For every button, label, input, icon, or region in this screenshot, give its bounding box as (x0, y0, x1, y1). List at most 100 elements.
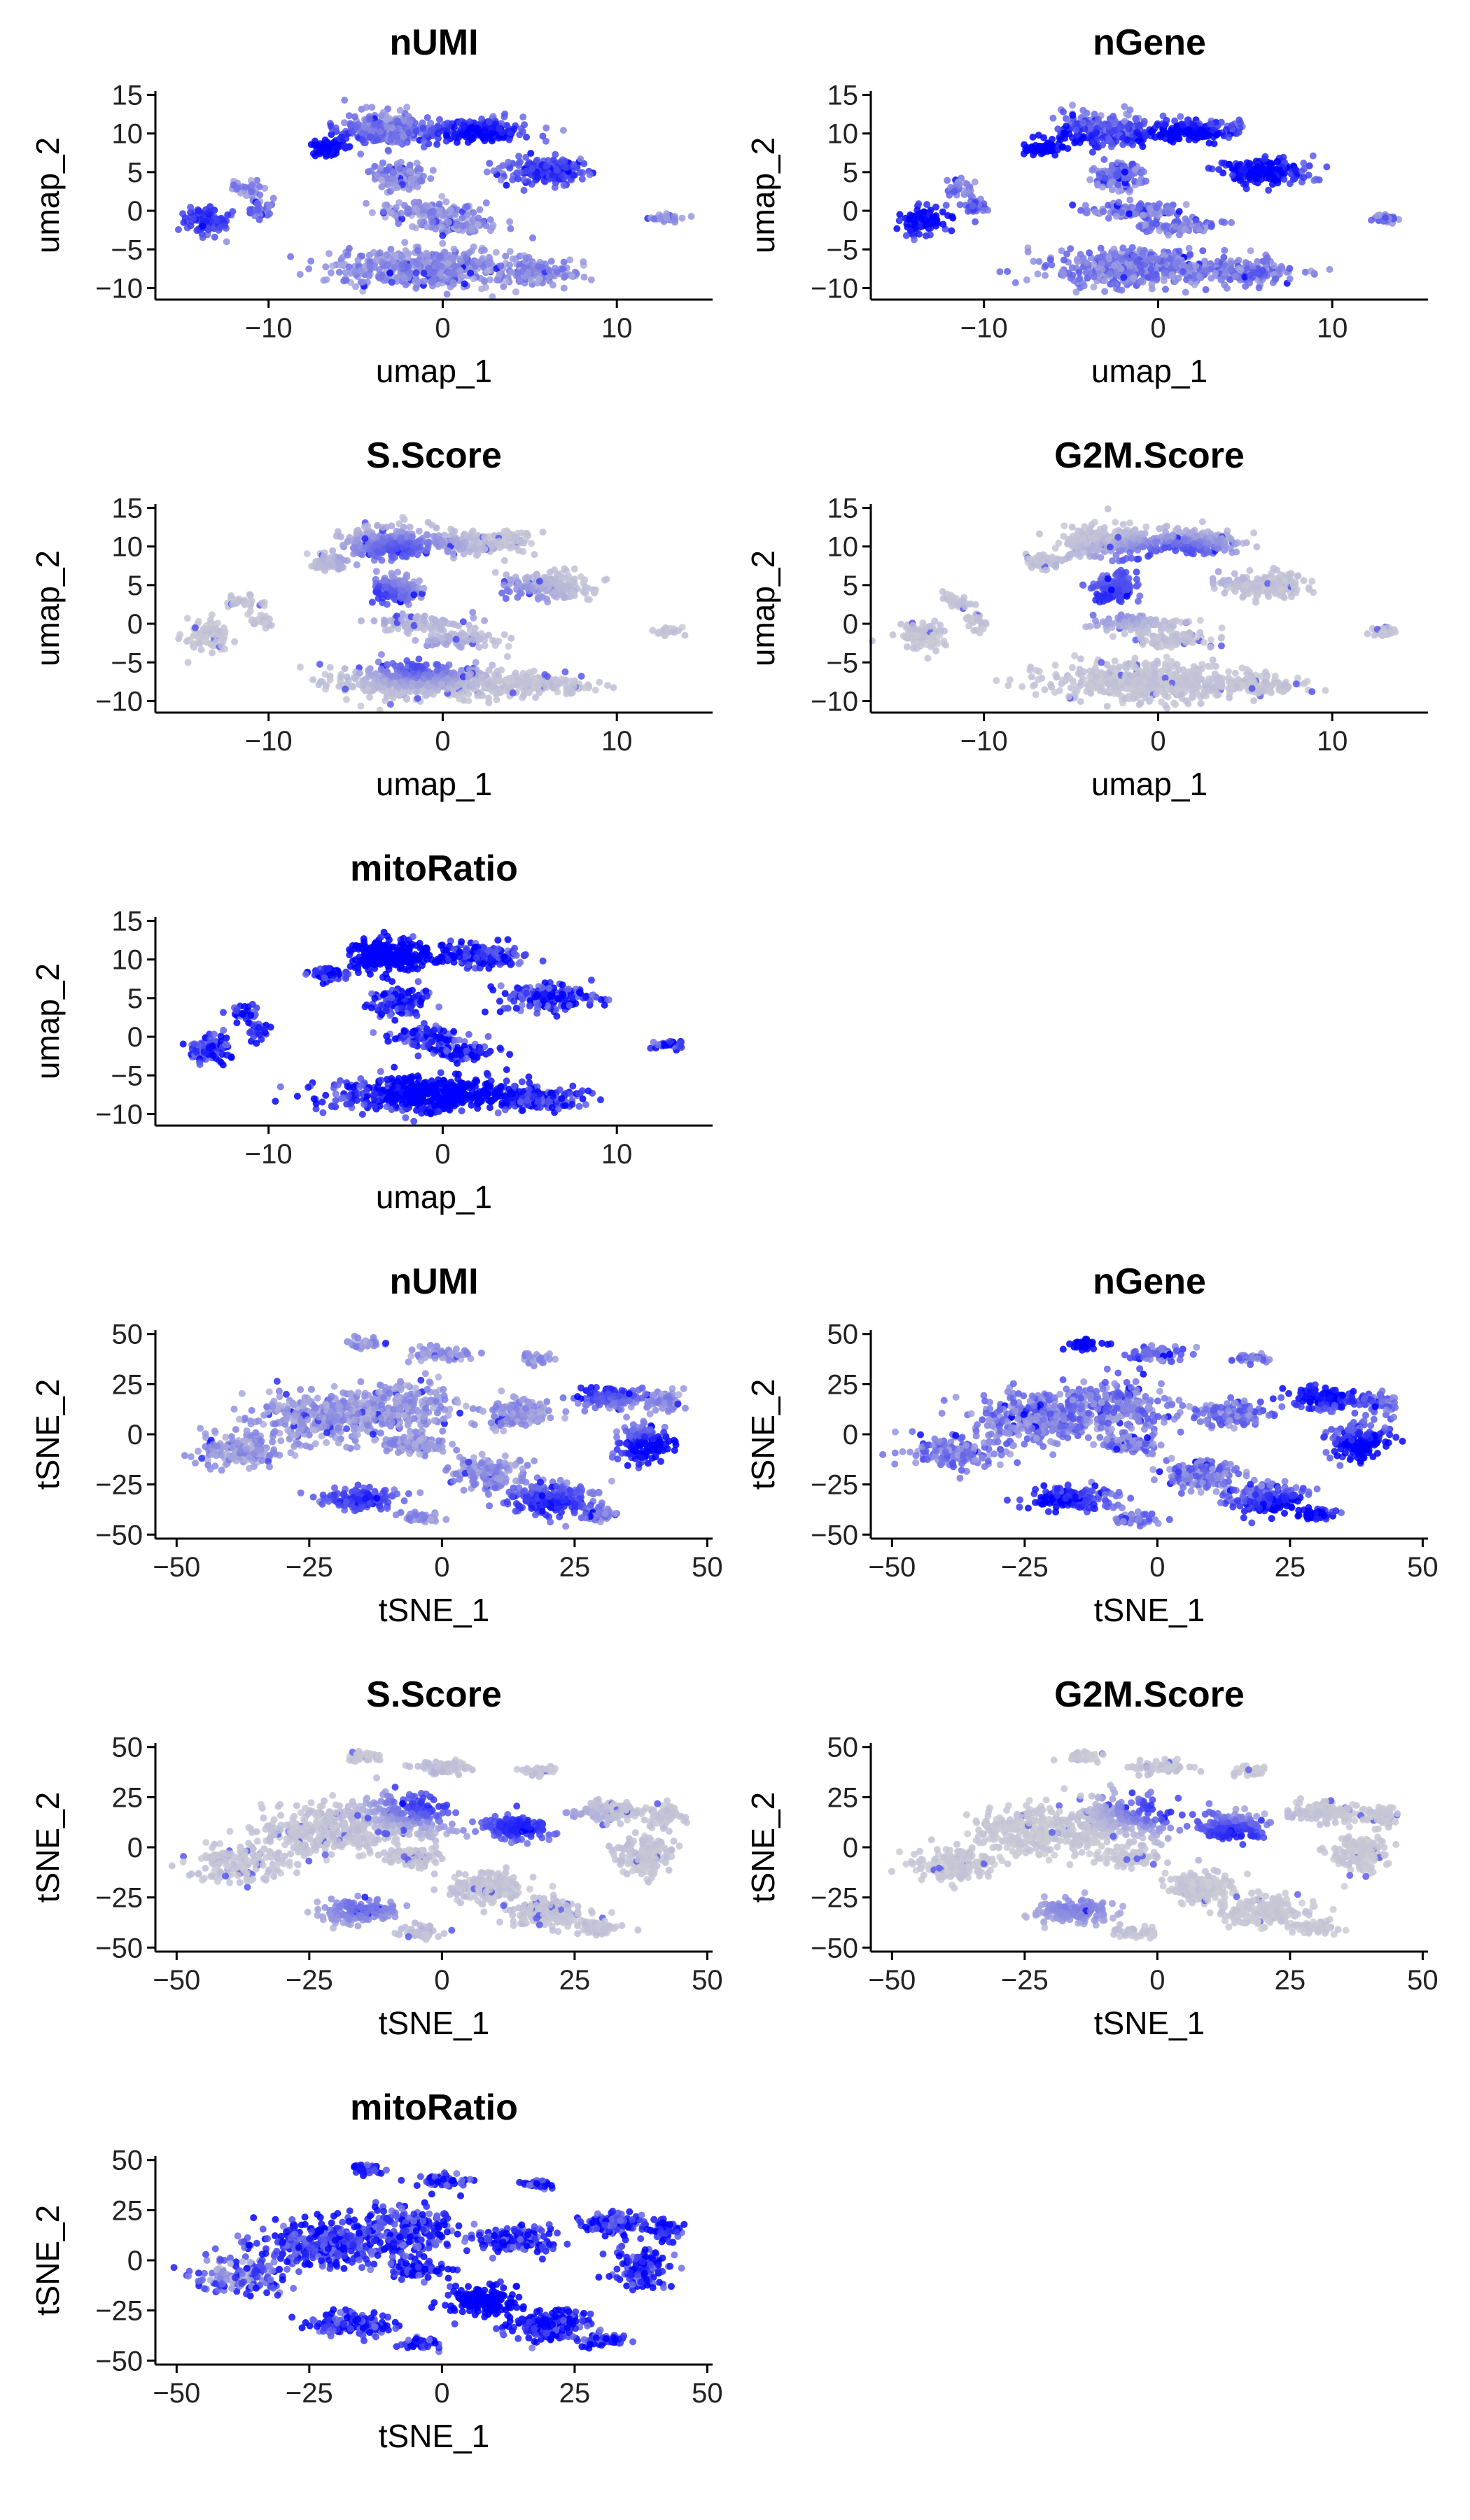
y-tick-label: 0 (843, 196, 858, 227)
cell-point (246, 592, 254, 599)
cell-point (1011, 279, 1019, 286)
cell-point (570, 161, 578, 168)
cell-point (1218, 159, 1226, 167)
cell-point (560, 284, 568, 292)
cell-point (1105, 255, 1113, 262)
cell-point (344, 538, 351, 546)
cell-point (1126, 121, 1133, 129)
cell-point (1129, 141, 1136, 148)
cell-point (1108, 178, 1116, 186)
x-tick-label: 10 (601, 313, 633, 344)
cell-point (374, 136, 382, 144)
cell-point (1115, 199, 1123, 206)
cell-point (1040, 148, 1047, 156)
cell-point (559, 127, 567, 134)
cell-point (662, 214, 670, 221)
y-axis-label: umap_2 (745, 137, 781, 253)
cell-point (368, 550, 375, 558)
cell-point (549, 172, 556, 179)
cell-point (1237, 172, 1245, 178)
cell-point (363, 200, 370, 207)
cell-point (1286, 265, 1294, 272)
cell-point (309, 676, 317, 684)
cell-point (1110, 280, 1118, 288)
cell-point (561, 272, 569, 280)
cell-point (364, 522, 372, 530)
cell-point (576, 169, 584, 176)
cell-point (922, 222, 930, 229)
cell-point (1310, 270, 1318, 277)
cell-point (1060, 108, 1067, 115)
cell-point (241, 183, 249, 191)
cell-point (398, 615, 405, 623)
cell-point (910, 212, 917, 220)
cell-point (523, 133, 530, 141)
cell-point (368, 104, 376, 111)
cell-point (220, 221, 228, 229)
cell-point (1080, 282, 1088, 290)
cell-point (412, 538, 420, 546)
cell-point (352, 283, 360, 290)
cell-point (316, 660, 323, 668)
cell-point (341, 97, 349, 104)
cell-point (1069, 102, 1076, 109)
cell-point (910, 236, 918, 244)
cell-point (1075, 269, 1083, 276)
cell-point (449, 536, 456, 544)
cell-point (451, 124, 458, 131)
cell-point (403, 571, 411, 579)
cell-point (307, 258, 315, 265)
cell-point (1135, 122, 1142, 130)
cell-point (896, 211, 904, 218)
cell-point (1090, 260, 1098, 268)
cell-point (386, 269, 394, 276)
x-tick-label: −10 (960, 313, 1008, 344)
cell-point (587, 276, 595, 284)
cell-point (1373, 212, 1381, 220)
cell-point (174, 226, 182, 233)
cell-point (180, 218, 188, 226)
cell-point (424, 531, 431, 539)
cell-point (244, 599, 251, 607)
cell-point (221, 628, 229, 636)
cell-point (1242, 259, 1250, 267)
cell-point (1221, 272, 1228, 279)
cell-point (463, 203, 471, 211)
cell-point (415, 527, 423, 535)
cell-point (358, 551, 366, 559)
cell-point (320, 276, 328, 284)
cell-point (458, 222, 466, 230)
cell-point (1172, 262, 1179, 270)
cell-point (205, 226, 213, 234)
cell-point (451, 527, 458, 535)
y-tick-label: 0 (127, 196, 143, 227)
cell-point (451, 211, 459, 218)
cell-point (436, 252, 444, 260)
cell-point (939, 208, 946, 216)
cell-point (1292, 166, 1299, 174)
cell-point (502, 539, 510, 547)
cell-point (470, 636, 477, 643)
cell-point (1067, 245, 1074, 253)
cell-point (580, 258, 587, 265)
cell-point (1168, 271, 1176, 279)
cell-point (519, 113, 527, 121)
cell-point (485, 118, 493, 126)
cell-point (971, 178, 979, 186)
cell-point (201, 637, 209, 645)
cell-point (196, 629, 204, 637)
cell-point (401, 239, 409, 246)
cell-point (1030, 258, 1037, 265)
cell-point (932, 203, 939, 211)
cell-point (296, 664, 304, 671)
cell-point (1177, 113, 1184, 120)
cell-point (445, 620, 453, 628)
cell-point (1142, 220, 1149, 228)
cell-point (412, 636, 419, 644)
cell-point (414, 694, 421, 702)
cell-point (1221, 246, 1228, 254)
panel-title: nGene (1093, 22, 1206, 63)
cell-point (1310, 176, 1318, 184)
